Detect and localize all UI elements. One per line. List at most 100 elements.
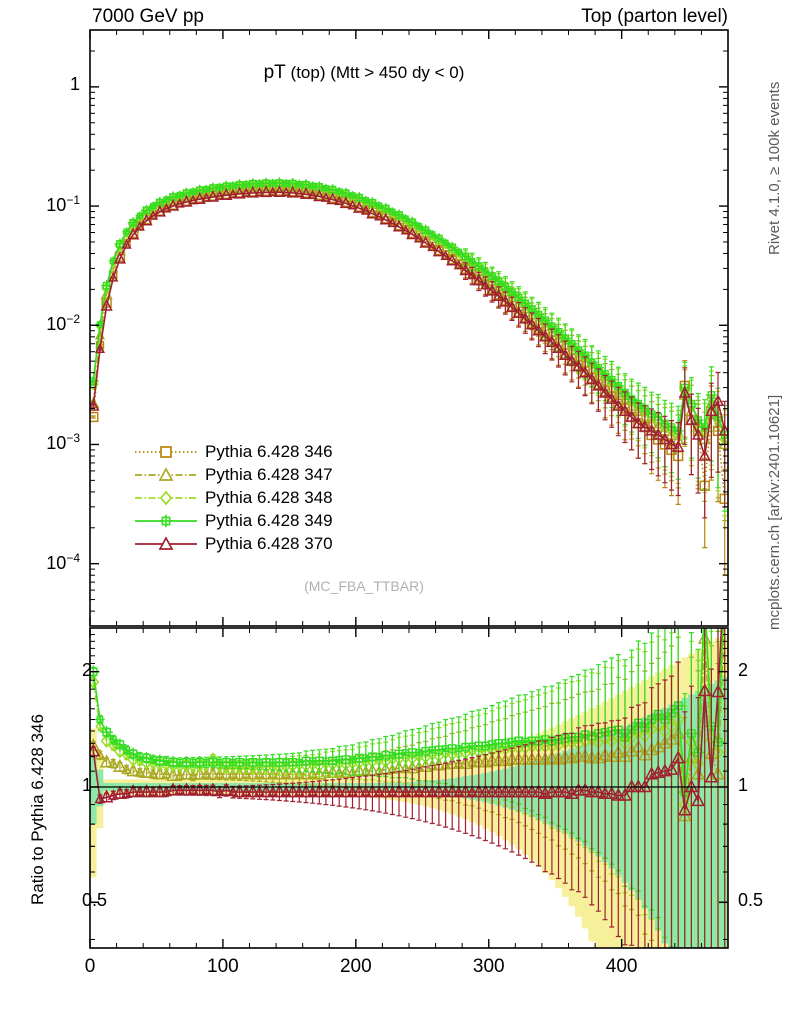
data-marker: [512, 306, 525, 319]
ratio-error-bar: [429, 765, 435, 825]
y-tick-label-4: 10−4: [46, 550, 80, 573]
data-marker: [312, 766, 327, 780]
legend-item-2[interactable]: Pythia 6.428 348: [135, 486, 333, 509]
ratio-y-tick-label-right-1: 1: [738, 774, 749, 795]
ratio-error-bar: [449, 761, 455, 830]
data-marker: [95, 320, 105, 329]
data-marker: [147, 767, 159, 779]
data-marker: [471, 784, 486, 798]
ratio-error-bar: [516, 745, 522, 856]
legend-item-3[interactable]: Pythia 6.428 349: [135, 509, 333, 532]
data-marker: [108, 271, 119, 282]
data-marker: [232, 766, 247, 780]
legend-label-1: Pythia 6.428 347: [205, 464, 333, 484]
ratio-error-bar: [330, 779, 336, 806]
data-marker: [691, 427, 705, 440]
data-marker: [446, 253, 459, 266]
data-marker: [99, 789, 114, 803]
data-marker: [245, 766, 260, 780]
error-bar: [655, 411, 661, 477]
data-marker: [201, 192, 212, 202]
plot-title-main: pT: [263, 62, 286, 83]
data-marker: [492, 289, 505, 302]
legend-item-1[interactable]: Pythia 6.428 347: [135, 463, 333, 486]
data-marker: [215, 182, 224, 192]
data-marker: [427, 241, 438, 252]
data-marker: [652, 427, 665, 440]
data-marker: [506, 286, 518, 298]
data-marker: [432, 244, 446, 257]
data-marker: [174, 783, 186, 795]
data-marker: [671, 750, 686, 764]
data-marker: [539, 329, 552, 342]
data-marker: [432, 784, 446, 798]
data-marker: [441, 238, 450, 247]
data-marker: [505, 784, 519, 798]
legend-item-4[interactable]: Pythia 6.428 370: [135, 532, 333, 555]
ratio-error-bar: [369, 774, 375, 812]
data-marker: [699, 592, 712, 605]
data-marker: [519, 297, 531, 309]
error-bar: [688, 393, 694, 476]
x-tick-label-0: 0: [84, 956, 96, 977]
data-marker: [428, 230, 437, 239]
data-marker: [246, 185, 260, 198]
data-marker: [373, 785, 385, 797]
data-marker: [320, 192, 331, 202]
data-marker: [166, 782, 180, 796]
data-marker: [254, 186, 265, 197]
legend-marker-diamond-icon: [135, 489, 197, 507]
data-marker: [387, 217, 398, 228]
ratio-error-bar: [343, 777, 349, 808]
data-marker: [280, 186, 292, 197]
y-tick-label-2: 10−2: [46, 312, 80, 335]
data-marker: [259, 766, 273, 780]
data-marker: [280, 785, 292, 797]
data-marker: [466, 785, 478, 797]
data-marker: [307, 785, 319, 797]
data-marker: [307, 189, 318, 200]
data-marker: [420, 224, 432, 236]
ratio-error-bar: [602, 722, 608, 921]
data-marker: [392, 219, 406, 232]
error-bar: [695, 407, 701, 494]
legend-item-0[interactable]: Pythia 6.428 346: [135, 440, 333, 463]
data-marker: [611, 787, 626, 801]
data-marker: [499, 281, 511, 293]
data-marker: [160, 767, 172, 779]
data-marker: [347, 199, 358, 210]
ratio-error-bar: [363, 775, 369, 811]
ratio-error-bar: [542, 740, 548, 873]
ratio-band-inner: [90, 676, 728, 948]
data-marker: [392, 784, 406, 798]
data-marker: [245, 784, 260, 798]
data-marker: [214, 190, 225, 200]
data-marker: [631, 779, 646, 793]
ratio-error-bar: [695, 697, 701, 948]
data-marker: [485, 738, 499, 751]
header-left-beam-label: 7000 GeV pp: [92, 6, 204, 27]
data-marker: [401, 214, 410, 223]
data-marker: [352, 201, 366, 213]
data-marker: [339, 784, 353, 798]
error-bar: [562, 340, 568, 376]
x-tick-label-3: 300: [472, 956, 505, 977]
data-marker: [299, 784, 313, 798]
data-marker: [400, 785, 412, 797]
data-marker: [453, 259, 464, 270]
ratio-error-bar: [529, 742, 535, 863]
ratio-error-bar: [595, 722, 601, 912]
data-marker: [240, 785, 252, 797]
data-marker: [513, 292, 525, 303]
legend-marker-square-icon: [135, 443, 197, 461]
data-marker: [121, 763, 133, 774]
data-marker: [334, 195, 345, 206]
data-marker: [665, 437, 678, 450]
ratio-error-bar: [556, 734, 561, 880]
data-marker: [545, 335, 559, 347]
data-marker: [166, 767, 180, 781]
data-marker: [467, 269, 478, 280]
data-marker: [366, 206, 379, 219]
data-marker: [273, 185, 286, 198]
